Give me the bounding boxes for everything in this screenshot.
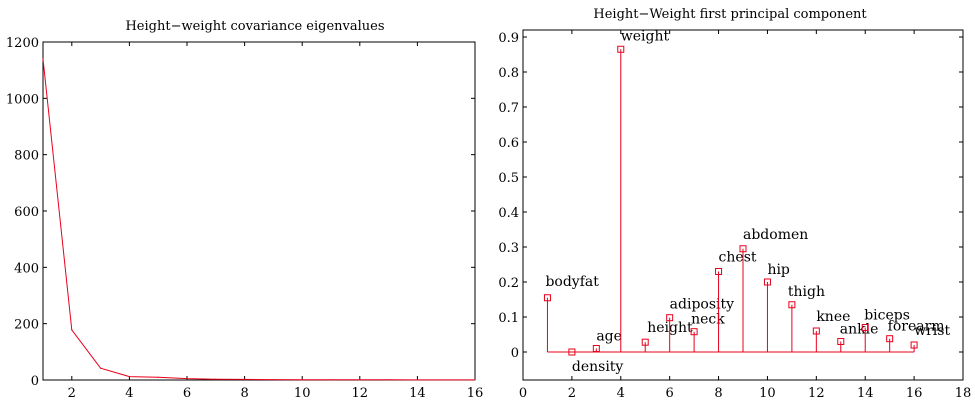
- stem-marker: [910, 341, 918, 349]
- stem-label: knee: [816, 309, 850, 325]
- stem-label: neck: [691, 312, 725, 328]
- eigenvalue-point: [215, 378, 217, 380]
- y-tick-label: 0.4: [498, 206, 519, 221]
- y-tick-label: 1000: [6, 92, 39, 107]
- stem-label: hip: [767, 262, 789, 278]
- stem-label: age: [596, 329, 622, 345]
- eigenvalues-chart: Height−weight covariance eigenvalues 0 20…: [6, 19, 483, 401]
- x-tick-label: 16: [467, 386, 484, 401]
- x-tick-label: 12: [808, 386, 825, 401]
- stem-marker: [739, 245, 747, 253]
- stem-label: abdomen: [743, 227, 808, 243]
- y-tick-label: 0: [511, 346, 519, 361]
- y-tick-label: 200: [14, 318, 39, 333]
- y-tick-label: 0.3: [498, 241, 519, 256]
- y-tick-label: 0.5: [498, 171, 519, 186]
- eigenvalue-point: [128, 376, 130, 378]
- x-tick-label: 16: [906, 386, 923, 401]
- y-tick-label: 0.2: [498, 276, 519, 291]
- y-tick-label: 0.9: [498, 31, 519, 46]
- eigenvalue-point: [186, 377, 188, 380]
- x-tick-label: 4: [617, 386, 625, 401]
- stem-marker: [690, 328, 698, 336]
- principal-component-plot-frame: [522, 29, 964, 381]
- eigenvalue-point: [301, 379, 303, 381]
- eigenvalues-chart-title: Height−weight covariance eigenvalues: [125, 19, 384, 34]
- stem-label: adiposity: [670, 297, 734, 313]
- eigenvalue-point: [416, 379, 418, 381]
- stem-marker: [568, 348, 576, 356]
- stem-marker: [861, 324, 869, 331]
- y-tick-label: 400: [14, 261, 39, 276]
- eigenvalue-point: [157, 376, 159, 378]
- eigenvalue-point: [330, 379, 332, 381]
- eigenvalue-point: [42, 58, 44, 60]
- stem-marker: [788, 301, 796, 309]
- stem-label: weight: [621, 28, 670, 44]
- stem-label: chest: [719, 250, 757, 266]
- stem-marker: [617, 45, 625, 53]
- stem-marker: [886, 335, 894, 343]
- y-tick-label: 1200: [6, 36, 39, 51]
- stem-label: wrist: [914, 323, 950, 339]
- eigenvalues-plot-frame: [42, 41, 476, 381]
- stem-label: thigh: [788, 284, 825, 300]
- x-tick-label: 6: [183, 386, 191, 401]
- x-tick-label: 6: [666, 386, 674, 401]
- x-tick-label: 8: [714, 386, 722, 401]
- eigenvalue-point: [244, 378, 246, 381]
- y-tick-label: 0: [31, 374, 39, 389]
- x-tick-label: 8: [240, 386, 248, 401]
- x-tick-label: 2: [568, 386, 576, 401]
- eigenvalue-point: [474, 379, 476, 381]
- y-tick-label: 600: [14, 205, 39, 220]
- stem-marker: [543, 294, 551, 302]
- eigenvalue-point: [359, 379, 361, 381]
- stem-marker: [812, 327, 820, 335]
- eigenvalue-point: [71, 329, 73, 331]
- x-tick-label: 0: [519, 386, 527, 401]
- y-tick-label: 0.6: [498, 136, 519, 151]
- x-tick-label: 12: [352, 386, 369, 401]
- stem-marker: [715, 268, 723, 275]
- stem-label: forearm: [888, 319, 945, 335]
- eigenvalue-series-line: [42, 58, 475, 381]
- x-tick-label: 14: [409, 386, 426, 401]
- stem-marker: [641, 338, 649, 346]
- principal-component-chart-title: Height−Weight first principal component: [593, 7, 867, 22]
- eigenvalue-point: [272, 378, 274, 381]
- x-tick-label: 10: [759, 386, 776, 401]
- x-tick-label: 18: [955, 386, 972, 401]
- x-tick-label: 4: [125, 386, 133, 401]
- y-tick-label: 0.8: [498, 66, 519, 81]
- stem-label: biceps: [864, 308, 910, 324]
- stem-label: bodyfat: [545, 274, 599, 290]
- stem-marker: [837, 338, 845, 345]
- stem-marker: [763, 278, 771, 286]
- x-tick-label: 10: [294, 386, 311, 401]
- y-tick-label: 0.1: [498, 311, 519, 326]
- x-tick-label: 2: [68, 386, 76, 401]
- y-tick-label: 800: [14, 149, 39, 164]
- y-tick-label: 0.7: [498, 101, 519, 116]
- eigenvalue-point: [388, 379, 390, 381]
- eigenvalue-point: [445, 379, 447, 381]
- stem-marker: [592, 345, 600, 352]
- stem-marker: [666, 314, 674, 322]
- x-tick-label: 14: [857, 386, 874, 401]
- stem-label: ankle: [840, 322, 879, 338]
- principal-component-chart: Height−Weight first principal component …: [498, 7, 971, 401]
- eigenvalue-point: [100, 367, 102, 369]
- stem-label: density: [572, 359, 624, 375]
